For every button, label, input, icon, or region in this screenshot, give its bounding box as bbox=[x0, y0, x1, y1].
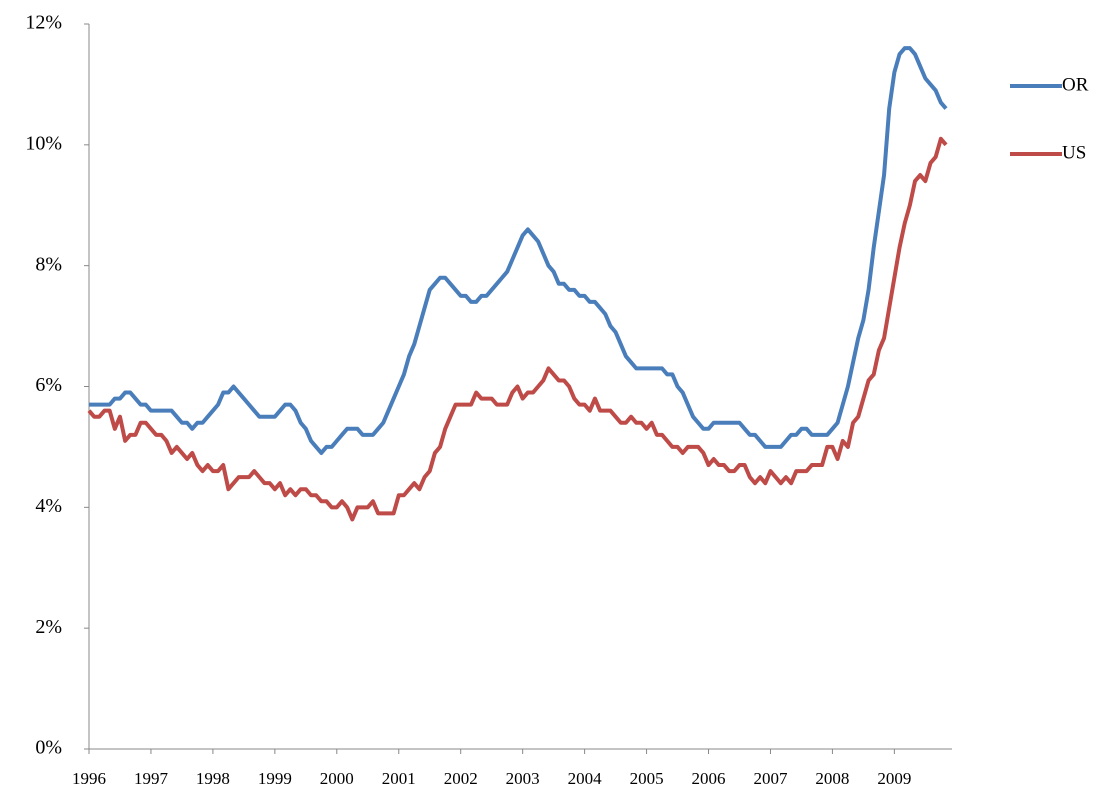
x-tick-label: 2007 bbox=[753, 769, 788, 788]
x-tick-label: 2004 bbox=[568, 769, 603, 788]
x-tick-label: 1996 bbox=[72, 769, 106, 788]
y-tick-label: 6% bbox=[35, 374, 62, 396]
legend-label: US bbox=[1062, 142, 1086, 163]
y-tick-label: 10% bbox=[25, 132, 62, 154]
x-tick-label: 2006 bbox=[692, 769, 726, 788]
series-line bbox=[89, 46, 948, 455]
x-tick-label: 1999 bbox=[258, 769, 292, 788]
x-tick-label: 2009 bbox=[877, 769, 911, 788]
y-tick-label: 8% bbox=[35, 253, 62, 275]
x-tick-label: 2005 bbox=[630, 769, 664, 788]
y-tick-label: 4% bbox=[35, 495, 62, 517]
legend-label: OR bbox=[1062, 74, 1089, 95]
x-tick-label: 2008 bbox=[815, 769, 849, 788]
x-tick-label: 2001 bbox=[382, 769, 416, 788]
x-tick-label: 2002 bbox=[444, 769, 478, 788]
x-tick-label: 2003 bbox=[506, 769, 540, 788]
series-line bbox=[87, 136, 948, 522]
y-tick-label: 2% bbox=[35, 616, 62, 638]
x-tick-label: 1998 bbox=[196, 769, 230, 788]
x-tick-label: 1997 bbox=[134, 769, 169, 788]
y-tick-label: 12% bbox=[25, 12, 62, 34]
y-tick-label: 0% bbox=[35, 737, 62, 759]
x-tick-label: 2000 bbox=[320, 769, 354, 788]
